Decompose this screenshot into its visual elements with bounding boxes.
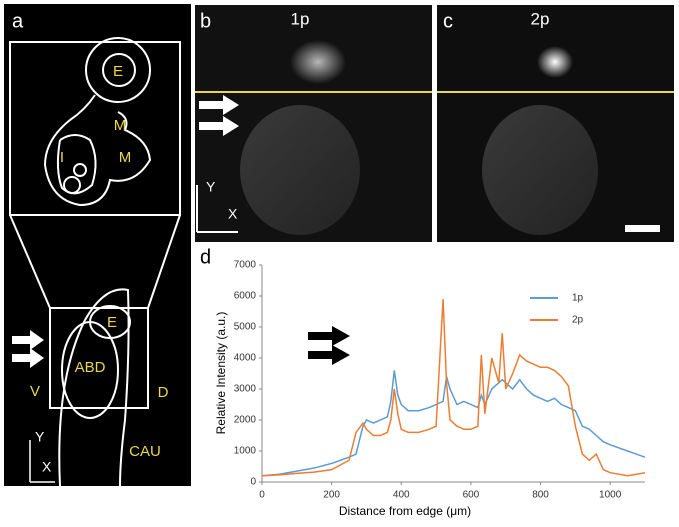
panel-b-arrows [196,95,239,233]
x-axis-title: Distance from edge (μm) [339,504,471,518]
y-tick-label: 4000 [234,353,257,364]
y-tick-label: 1000 [234,446,257,457]
legend-label: 2p [572,315,584,326]
axis-label: X [42,459,52,475]
x-tick-label: 600 [463,490,480,501]
panel-label: a [12,10,24,32]
legend-label: 1p [572,293,584,304]
y-tick-label: 0 [250,477,256,488]
region-label: V [30,383,40,400]
panel-label: d [200,246,211,268]
tissue [482,105,598,235]
region-label: M [114,117,127,134]
eye-glow [537,46,573,78]
eye-glow [290,40,346,84]
y-tick-label: 2000 [234,415,257,426]
y-axis-title: Relative Intensity (a.u.) [214,312,228,435]
panel-a-arrows [12,330,44,368]
panel-label: b [200,10,211,32]
axis-label: Y [206,179,216,195]
x-tick-label: 400 [393,490,410,501]
region-label: E [113,63,123,80]
x-tick-label: 800 [532,490,549,501]
scale-bar [625,225,660,232]
series-line [261,370,646,477]
panel-label: c [443,10,453,32]
x-tick-label: 200 [323,490,340,501]
axis-label: Y [35,429,45,445]
region-label: E [107,314,117,331]
panel-a-bg [4,4,191,486]
region-label: CAU [129,443,161,460]
tissue [240,105,360,235]
region-label: M [119,149,132,166]
y-tick-label: 6000 [234,291,257,302]
axis-label: X [228,206,238,222]
panel-d-arrows [308,326,350,365]
panel-a-drawing [9,37,181,487]
panel-title: 1p [291,9,310,28]
y-tick-label: 5000 [234,322,257,333]
x-tick-label: 1000 [599,490,622,501]
region-label: D [158,384,169,401]
series-line [261,299,646,477]
y-tick-label: 3000 [234,384,257,395]
panel-title: 2p [531,9,550,28]
region-label: ABD [75,359,106,376]
region-label: I [60,149,64,166]
x-tick-label: 0 [259,490,265,501]
y-tick-label: 7000 [234,260,257,271]
